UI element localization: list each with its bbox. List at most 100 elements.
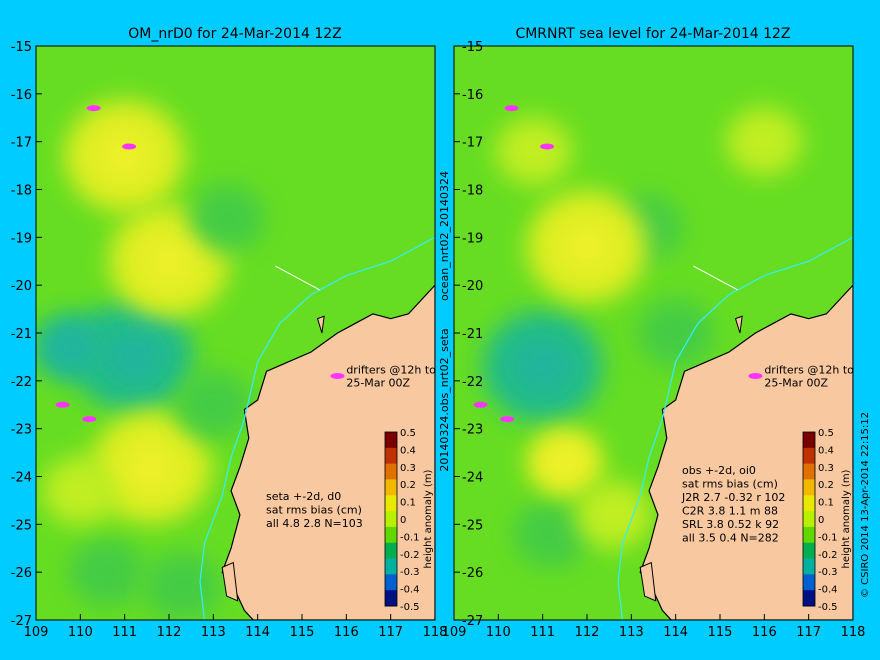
y-tick-label: -16 [11, 88, 32, 103]
section-line [275, 265, 320, 291]
colorbar-tick-label: -0.1 [400, 532, 420, 543]
x-tick-label: 113 [201, 625, 226, 640]
drifter-marker [748, 373, 763, 380]
stats-line: J2R 2.7 -0.32 r 102 [681, 491, 785, 504]
colorbar-tick-label: 0.2 [400, 480, 416, 491]
anomaly-core [125, 444, 178, 489]
anomaly-high [495, 117, 572, 186]
x-tick-label: 110 [68, 625, 93, 640]
x-tick-label: 114 [663, 625, 688, 640]
y-tick-label: -21 [11, 327, 32, 342]
x-tick-label: 117 [796, 625, 821, 640]
shark-bay-peninsula [221, 561, 239, 602]
x-tick-label: 115 [290, 625, 315, 640]
drifter-marker [122, 143, 137, 150]
australia-coast [221, 284, 435, 620]
drifters-annotation: drifters @12h to [764, 364, 854, 377]
y-tick-label: -15 [462, 40, 483, 55]
x-tick-label: 109 [442, 625, 467, 640]
colorbar-tick-label: -0.5 [818, 602, 838, 613]
drifters-annotation: drifters @12h to [346, 364, 436, 377]
colorbar-tick-label: -0.1 [818, 532, 838, 543]
stats-line: all 4.8 2.8 N=103 [266, 517, 363, 530]
x-tick-label: 111 [112, 625, 137, 640]
colorbar-frame [384, 431, 398, 607]
y-tick-label: -25 [462, 518, 483, 533]
anomaly-low [513, 499, 590, 568]
y-tick-label: -27 [11, 614, 32, 629]
colorbar-tick-label: 0 [818, 515, 824, 526]
y-tick-label: -23 [11, 423, 32, 438]
x-tick-label: 110 [486, 625, 511, 640]
colorbar-swatch [803, 526, 815, 544]
y-tick-label: -17 [462, 136, 483, 151]
colorbar-swatch [385, 447, 397, 465]
drifter-marker [500, 416, 515, 423]
colorbar-swatch [803, 590, 815, 607]
right-panel-title: CMRNRT sea level for 24-Mar-2014 12Z [515, 26, 790, 42]
colorbar-swatch [803, 432, 815, 449]
y-tick-label: -25 [11, 518, 32, 533]
shark-bay-peninsula [639, 561, 657, 602]
colorbar-tick-label: -0.4 [400, 585, 420, 596]
land-mass [221, 284, 435, 620]
colorbar-swatch [803, 463, 815, 480]
y-tick-label: -17 [11, 136, 32, 151]
anomaly-low [637, 299, 714, 367]
stats-line: obs +-2d, oi0 [682, 464, 756, 477]
colorbar-tick-label: -0.3 [818, 567, 838, 578]
drifter-marker [330, 373, 345, 380]
anomaly-core [561, 224, 613, 269]
anomaly-low [68, 538, 145, 607]
anomaly-low [175, 370, 252, 439]
y-tick-label: -19 [462, 231, 483, 246]
anomaly-core [516, 344, 569, 389]
colorbar-tick-label: 0.1 [400, 498, 416, 509]
x-tick-label: 113 [619, 625, 644, 640]
drifters-annotation: 25-Mar 00Z [346, 377, 410, 390]
stats-line: sat rms bias (cm) [682, 478, 778, 491]
y-tick-label: -23 [462, 423, 483, 438]
colorbar-swatch [803, 574, 815, 591]
colorbar-tick-label: -0.3 [400, 567, 420, 578]
colorbar-tick-label: 0.5 [818, 428, 834, 439]
australia-coast [639, 284, 853, 620]
anomaly-core [538, 440, 591, 485]
barrow-island [316, 315, 325, 334]
colorbar-tick-label: -0.4 [818, 585, 838, 596]
sea-level-field [482, 107, 803, 568]
colorbar-swatch [385, 511, 397, 528]
anomaly-core [45, 325, 98, 370]
left-panel: 109 110 111 112 113 114 115 116 117 118 -15 -16 -17 -… [11, 40, 448, 640]
section-line [693, 265, 738, 291]
drifter-marker [540, 143, 555, 150]
isobath-line [617, 236, 853, 620]
colorbar-label: height anomaly (m) [423, 469, 434, 568]
y-tick-label: -20 [11, 279, 32, 294]
anomaly-high [575, 480, 652, 549]
colorbar-tick-label: 0.3 [400, 463, 416, 474]
y-tick-label: -20 [462, 279, 483, 294]
y-tick-label: -15 [11, 40, 32, 55]
colorbar-tick-label: 0.2 [818, 480, 834, 491]
stats-line: sat rms bias (cm) [266, 504, 362, 517]
colorbar-tick-label: -0.2 [400, 550, 420, 561]
colorbar-swatch [803, 558, 815, 575]
colorbar-swatch [385, 463, 397, 480]
drifter-marker [473, 401, 488, 408]
drifter-marker [504, 105, 519, 112]
anomaly-core [143, 239, 195, 284]
x-tick-label: 112 [575, 625, 600, 640]
x-tick-label: 114 [245, 625, 270, 640]
y-tick-label: -26 [11, 566, 32, 581]
anomaly-high [726, 107, 803, 176]
colorbar-swatch [385, 574, 397, 591]
drifter-marker [55, 401, 70, 408]
drifter-marker [82, 416, 97, 423]
colorbar-swatch [385, 526, 397, 544]
left-panel-title: OM_nrD0 for 24-Mar-2014 12Z [128, 26, 342, 42]
x-tick-label: 116 [752, 625, 777, 640]
x-tick-label: 111 [530, 625, 555, 640]
colorbar-swatch [803, 542, 815, 560]
